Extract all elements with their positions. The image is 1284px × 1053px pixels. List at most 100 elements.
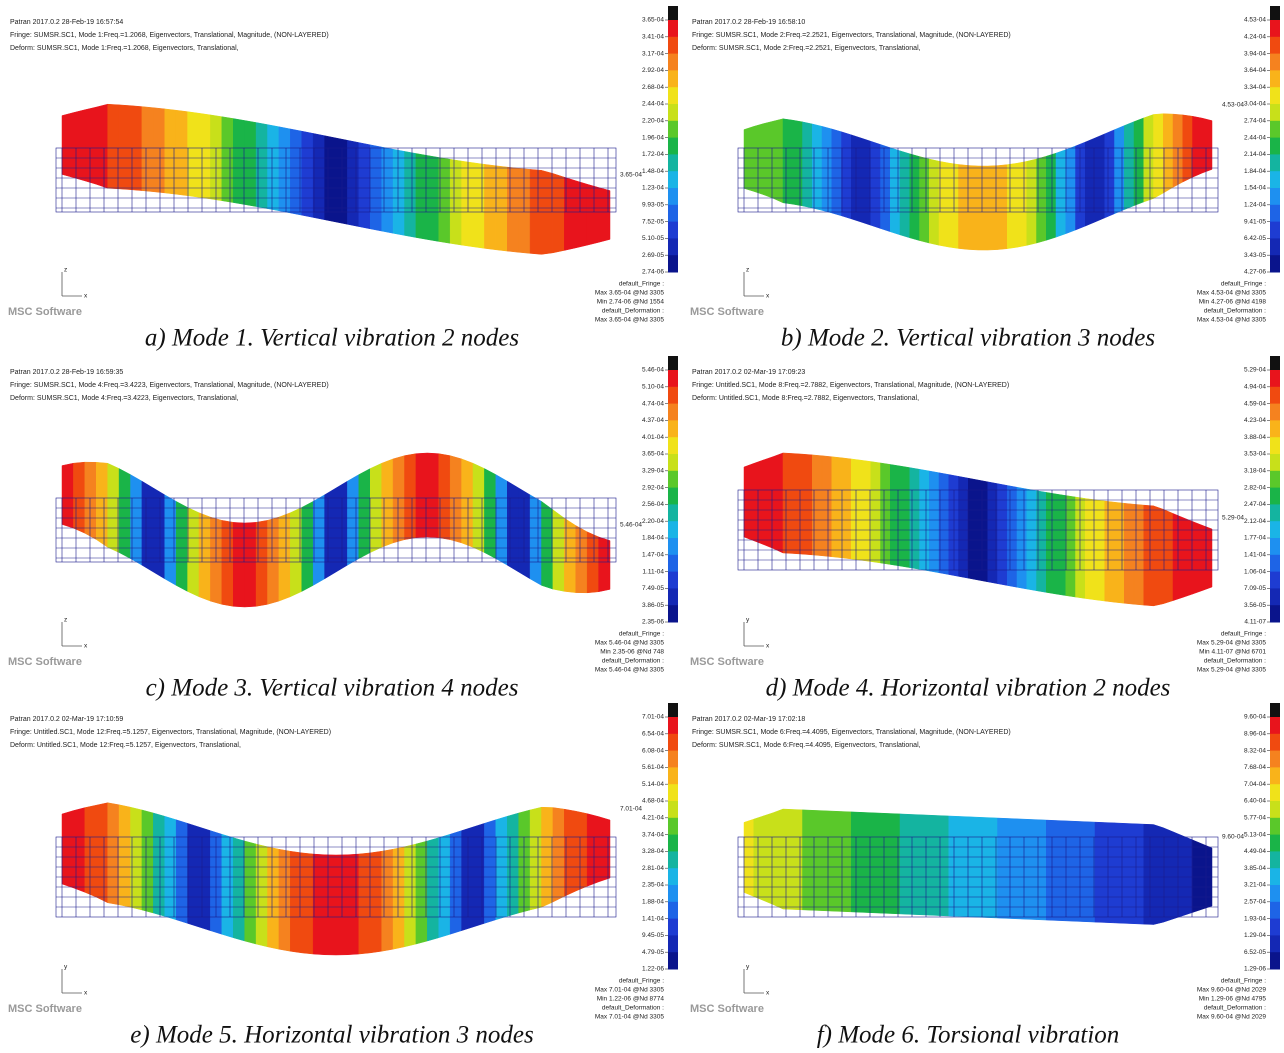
legend-label: 3.64-04	[1244, 67, 1266, 74]
hull-strip	[1056, 494, 1066, 596]
panel: Patran 2017.0.2 28-Feb-19 16:57:54Fringe…	[8, 6, 678, 352]
colorbar-cell	[1270, 751, 1280, 768]
hull-strip	[405, 844, 416, 947]
legend-label: 3.56-05	[1244, 602, 1266, 609]
header-line: Deform: SUMSR.SC1, Mode 6:Freq.=4.4095, …	[692, 742, 921, 749]
hull-strip	[871, 813, 881, 913]
colorbar-cell	[668, 70, 678, 87]
colorbar-cell	[1270, 37, 1280, 54]
colorbar-cell	[668, 555, 678, 572]
hull-strip	[754, 124, 764, 195]
colorbar-cell	[1270, 104, 1280, 121]
legend-label: 5.14-04	[642, 781, 664, 788]
legend-label: 6.40-04	[1244, 798, 1266, 805]
legend-label: 5.29-04	[1244, 367, 1266, 374]
hull-strip	[73, 462, 84, 533]
legend-label: 5.77-04	[1244, 815, 1266, 822]
hull-strip	[783, 453, 793, 554]
footer-line: Max 3.65-04 @Nd 3305	[595, 290, 664, 297]
legend-label: 2.92-04	[642, 67, 664, 74]
footer-line: Max 5.29-04 @Nd 3305	[1197, 640, 1266, 647]
hull-strip	[939, 816, 949, 916]
hull-strip	[427, 838, 438, 941]
colorbar-cell	[668, 238, 678, 255]
legend-label: 1.88-04	[642, 899, 664, 906]
hull-strip	[85, 107, 96, 184]
colorbar-cell	[1270, 54, 1280, 71]
axis-label: y	[64, 964, 68, 971]
colorbar-cell	[1270, 188, 1280, 205]
legend-label: 3.29-04	[642, 468, 664, 475]
colorbar-cell	[1270, 420, 1280, 437]
hull-strip	[1124, 122, 1134, 210]
hull-strip	[754, 460, 764, 545]
hull-strip	[1163, 509, 1173, 603]
hull-strip	[416, 841, 427, 944]
axis-label: y	[746, 617, 750, 624]
legend-label: 2.69-05	[642, 252, 664, 259]
hull-strip	[1017, 819, 1027, 919]
colorbar-cell	[1270, 784, 1280, 801]
colorbar-cell	[668, 37, 678, 54]
colorbar-cell	[668, 767, 678, 784]
header-line: Patran 2017.0.2 28-Feb-19 16:57:54	[10, 19, 123, 26]
hull-strip	[1105, 823, 1115, 923]
hull-strip	[1027, 819, 1037, 919]
legend-label: 1.48-04	[642, 168, 664, 175]
hull-strip	[576, 811, 587, 891]
colorbar-cell	[668, 471, 678, 488]
colorbar-cell	[668, 784, 678, 801]
hull-strip	[62, 811, 73, 888]
footer-line: Min 2.35-06 @Nd 748	[600, 649, 664, 656]
hull-strip	[1007, 818, 1017, 918]
colorbar-cell	[1270, 70, 1280, 87]
colorbar-cap	[1270, 703, 1280, 717]
hull-strip	[1134, 504, 1144, 605]
footer-line: default_Fringe :	[619, 281, 664, 288]
hull-strip	[1202, 844, 1212, 909]
legend-label: 2.68-04	[642, 84, 664, 91]
colorbar-cell	[1270, 138, 1280, 155]
legend-label: 4.23-04	[1244, 417, 1266, 424]
hull-strip	[1124, 823, 1134, 923]
colorbar-cell	[1270, 801, 1280, 818]
hull-strip	[744, 463, 754, 540]
colorbar-cell	[1270, 154, 1280, 171]
header-line: Deform: SUMSR.SC1, Mode 2:Freq.=2.2521, …	[692, 45, 921, 52]
legend-label: 9.41-05	[1244, 218, 1266, 225]
hull-strip	[1076, 821, 1086, 921]
colorbar-cell	[668, 188, 678, 205]
colorbar-cell	[668, 420, 678, 437]
hull-strip	[1076, 497, 1086, 598]
colorbar-cell	[668, 717, 678, 734]
hull-strip	[939, 473, 949, 575]
hull-strip	[427, 156, 438, 242]
hull-strip	[119, 469, 130, 559]
legend-label: 1.77-04	[1244, 535, 1266, 542]
hull-strip	[1066, 821, 1076, 921]
colorbar-cell	[668, 154, 678, 171]
hull-strip	[85, 805, 96, 897]
hull-strip	[165, 816, 176, 919]
hull-strip	[416, 453, 427, 538]
colorbar-cap	[668, 6, 678, 20]
legend-label: 2.81-04	[642, 865, 664, 872]
hull-strip	[783, 119, 793, 204]
hull-strip	[1193, 521, 1203, 594]
legend-label: 3.43-05	[1244, 252, 1266, 259]
legend-label: 7.68-04	[1244, 764, 1266, 771]
caption: d) Mode 4. Horizontal vibration 2 nodes	[766, 675, 1171, 702]
legend-label: 3.85-04	[1244, 865, 1266, 872]
legend-label: 2.82-04	[1244, 484, 1266, 491]
colorbar-cell	[668, 488, 678, 505]
colorbar-cell	[1270, 205, 1280, 222]
hull-strip	[920, 815, 930, 915]
legend-label: 3.17-04	[642, 50, 664, 57]
panel: Patran 2017.0.2 02-Mar-19 17:10:59Fringe…	[8, 703, 678, 1048]
colorbar-cell	[1270, 255, 1280, 272]
colorbar-cell	[1270, 952, 1280, 969]
hull-strip	[62, 463, 73, 528]
hull-strip	[929, 471, 939, 573]
hull-strip	[949, 816, 959, 916]
caption: e) Mode 5. Horizontal vibration 3 nodes	[130, 1022, 533, 1048]
